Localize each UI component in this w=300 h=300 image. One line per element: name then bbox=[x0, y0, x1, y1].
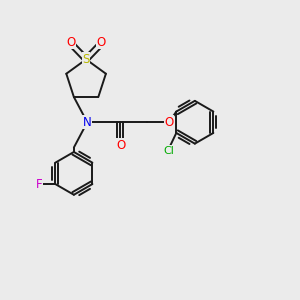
Text: S: S bbox=[82, 53, 90, 66]
Text: O: O bbox=[96, 36, 106, 49]
Text: O: O bbox=[164, 116, 174, 129]
Text: Cl: Cl bbox=[164, 146, 174, 156]
Text: N: N bbox=[83, 116, 92, 129]
Text: O: O bbox=[116, 139, 125, 152]
Text: O: O bbox=[67, 36, 76, 49]
Text: F: F bbox=[36, 178, 43, 190]
